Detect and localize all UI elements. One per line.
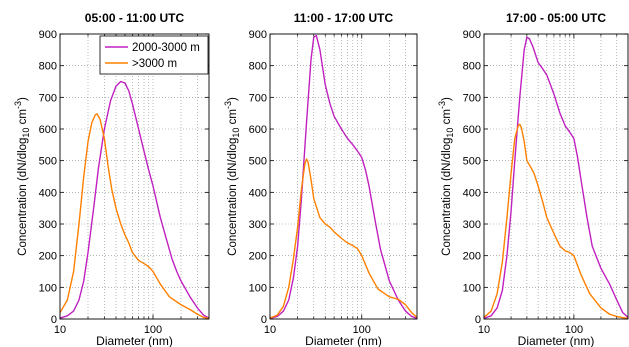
legend: 2000-3000 m >3000 m — [99, 35, 209, 75]
plot-area — [60, 34, 209, 319]
y-axis-label-unit: cm — [227, 109, 239, 128]
series-line-above-3000m — [483, 123, 629, 320]
legend-label: 2000-3000 m — [132, 42, 200, 54]
y-tick-label: 700 — [39, 92, 57, 104]
y-axis-label-subscript: 10 — [445, 128, 455, 138]
y-axis-label-unit: cm — [17, 109, 29, 128]
y-tick-label: 600 — [39, 124, 57, 136]
y-tick-label: 500 — [249, 156, 267, 168]
y-tick-label: 200 — [249, 251, 267, 263]
series-line-2000-3000m — [269, 34, 418, 320]
y-axis-label-main: Concentration (dN/dlog — [227, 138, 239, 256]
y-tick-label: 900 — [463, 29, 481, 41]
y-axis-label-superscript: -3 — [437, 101, 447, 109]
y-axis-label: Concentration (dN/dlog10 cm-3) — [223, 97, 241, 256]
y-tick-label: 200 — [463, 251, 481, 263]
chart-panel-3: 0 100 200 300 400 500 600 700 800 900 10 100 17:00 -… — [437, 11, 629, 347]
y-tick-label: 300 — [463, 219, 481, 231]
y-axis-label-main: Concentration (dN/dlog — [441, 138, 453, 256]
x-axis-label: Diameter (nm) — [305, 334, 382, 347]
y-tick-label: 100 — [39, 282, 57, 294]
y-axis-label-superscript: -3 — [223, 101, 233, 109]
y-axis-label-superscript: -3 — [13, 101, 23, 109]
axes-box — [59, 33, 210, 320]
grid — [60, 34, 209, 319]
y-tick-label: 800 — [249, 61, 267, 73]
plot-area — [484, 34, 628, 319]
y-tick-label: 300 — [39, 219, 57, 231]
y-tick-label: 400 — [39, 187, 57, 199]
legend-box — [99, 35, 209, 75]
x-tick-label: 100 — [144, 324, 162, 336]
series-line-2000-3000m — [59, 80, 210, 319]
y-tick-label: 400 — [463, 187, 481, 199]
y-axis-label-unit: cm — [441, 109, 453, 128]
y-tick-label: 100 — [249, 282, 267, 294]
chart-title: 17:00 - 05:00 UTC — [506, 11, 606, 25]
y-tick-label: 500 — [39, 156, 57, 168]
y-axis-label-main: Concentration (dN/dlog — [17, 138, 29, 256]
y-tick-label: 600 — [249, 124, 267, 136]
x-tick-label: 100 — [353, 324, 371, 336]
y-tick-label: 400 — [249, 187, 267, 199]
chart-panel-1: 0 100 200 300 400 500 600 700 800 900 10 100 05:00 -… — [13, 11, 210, 347]
chart-title: 05:00 - 11:00 UTC — [85, 11, 185, 25]
y-axis-label-subscript: 10 — [21, 128, 31, 138]
y-axis-label-close: ) — [441, 97, 453, 101]
chart-panel-2: 0 100 200 300 400 500 600 700 800 900 10 100 11:00 -… — [223, 11, 418, 347]
x-tick-label: 10 — [478, 324, 490, 336]
y-tick-label: 800 — [463, 61, 481, 73]
y-tick-label: 900 — [249, 29, 267, 41]
plot-area — [270, 34, 417, 319]
y-tick-label: 700 — [249, 92, 267, 104]
chart-title: 11:00 - 17:00 UTC — [294, 11, 394, 25]
y-axis-label-close: ) — [17, 97, 29, 101]
y-axis-label-close: ) — [227, 97, 239, 101]
y-tick-label: 0 — [51, 314, 57, 326]
y-tick-label: 800 — [39, 61, 57, 73]
series-line-2000-3000m — [483, 36, 629, 320]
y-tick-label: 200 — [39, 251, 57, 263]
x-tick-label: 100 — [565, 324, 583, 336]
y-tick-label: 700 — [463, 92, 481, 104]
legend-label: >3000 m — [132, 58, 177, 70]
y-tick-label: 0 — [261, 314, 267, 326]
x-axis-label: Diameter (nm) — [518, 334, 595, 347]
axes-box — [269, 33, 418, 320]
x-tick-label: 10 — [54, 324, 66, 336]
series-line-above-3000m — [59, 113, 210, 320]
y-axis-label: Concentration (dN/dlog10 cm-3) — [437, 97, 455, 256]
y-tick-label: 600 — [463, 124, 481, 136]
y-axis-label: Concentration (dN/dlog10 cm-3) — [13, 97, 31, 256]
y-tick-label: 0 — [475, 314, 481, 326]
x-tick-label: 10 — [264, 324, 276, 336]
grid — [484, 34, 628, 319]
y-tick-label: 900 — [39, 29, 57, 41]
y-tick-label: 300 — [249, 219, 267, 231]
y-axis-label-subscript: 10 — [231, 128, 241, 138]
x-axis-label: Diameter (nm) — [96, 334, 173, 347]
axes-box — [483, 33, 629, 320]
y-tick-label: 500 — [463, 156, 481, 168]
series-line-above-3000m — [269, 158, 418, 319]
y-tick-label: 100 — [463, 282, 481, 294]
